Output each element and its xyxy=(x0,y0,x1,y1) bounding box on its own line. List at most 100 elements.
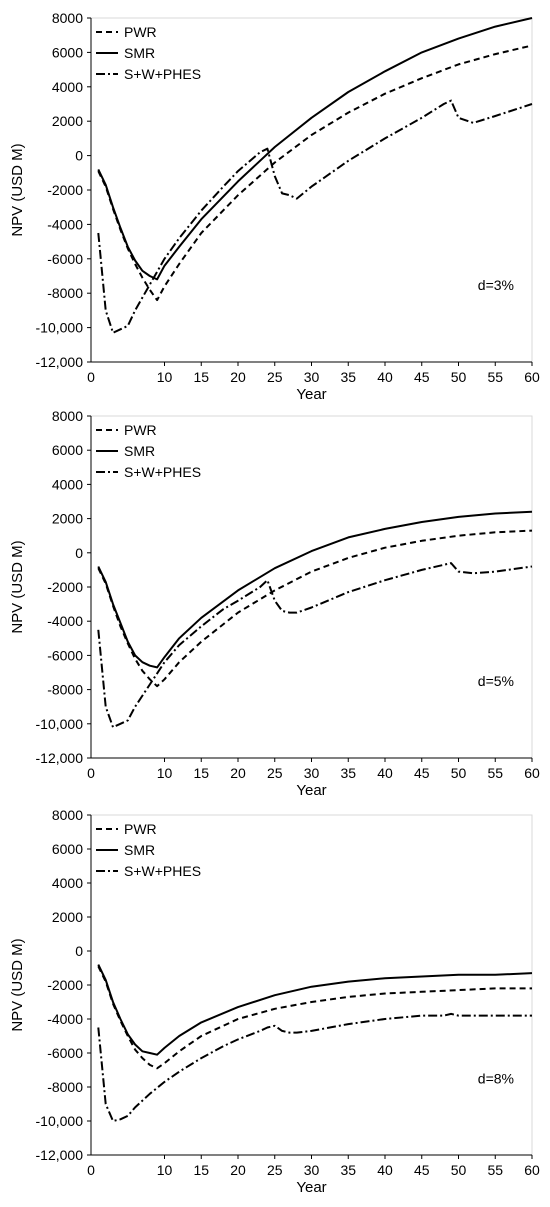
y-tick-label: 8000 xyxy=(52,10,83,26)
y-tick-label: 0 xyxy=(75,943,83,959)
y-tick-label: -6000 xyxy=(47,1045,83,1061)
x-tick-label: 60 xyxy=(524,369,540,385)
x-axis-title: Year xyxy=(296,1179,326,1196)
legend-label: PWR xyxy=(124,422,157,438)
y-tick-label: -12,000 xyxy=(36,750,84,766)
x-tick-label: 15 xyxy=(193,765,209,781)
x-tick-label: 45 xyxy=(414,369,430,385)
chart-panel-1: 8000 6000 4000 2000 0 -2000 -4000 -6000 -8000 -10… xyxy=(9,10,540,403)
y-tick-label: 2000 xyxy=(52,909,83,925)
x-tick-label: 50 xyxy=(451,369,467,385)
y-tick-label: -8000 xyxy=(47,682,83,698)
series-line-s-w-phes xyxy=(97,99,533,334)
x-tick-label: 60 xyxy=(524,1162,540,1178)
chart-panel-3: 8000 6000 4000 2000 0 -2000 -4000 -6000 -8000 -10… xyxy=(9,807,540,1196)
x-tick-label: 20 xyxy=(230,1162,246,1178)
y-tick-label: -4000 xyxy=(47,216,83,232)
x-tick-label: 10 xyxy=(157,369,173,385)
x-tick-label: 50 xyxy=(451,1162,467,1178)
y-tick-label: 8000 xyxy=(52,408,83,424)
y-tick-label: -8000 xyxy=(47,285,83,301)
y-tick-label: 4000 xyxy=(52,79,83,95)
x-tick-label: 50 xyxy=(451,765,467,781)
x-tick-label: 35 xyxy=(340,369,356,385)
x-tick-label: 30 xyxy=(304,1162,320,1178)
legend-label: S+W+PHES xyxy=(124,464,201,480)
y-tick-label: -10,000 xyxy=(36,716,84,732)
series-line-smr xyxy=(97,964,533,1056)
y-tick-label: -6000 xyxy=(47,647,83,663)
series-line-pwr xyxy=(97,44,533,302)
y-axis-title: NPV (USD M) xyxy=(9,938,26,1031)
x-tick-label: 40 xyxy=(377,765,393,781)
y-tick-label: -8000 xyxy=(47,1079,83,1095)
y-tick-label: 2000 xyxy=(52,511,83,527)
y-tick-label: -10,000 xyxy=(36,1113,84,1129)
series-line-s-w-phes xyxy=(97,562,533,729)
x-tick-label: 25 xyxy=(267,765,283,781)
x-axis-title: Year xyxy=(296,386,326,403)
x-tick-label: 25 xyxy=(267,369,283,385)
discount-rate-label: d=3% xyxy=(478,277,514,293)
x-tick-label: 30 xyxy=(304,765,320,781)
x-tick-label-zero: 0 xyxy=(87,369,95,385)
series-line-s-w-phes xyxy=(97,1012,532,1122)
x-tick-label: 20 xyxy=(230,765,246,781)
legend-label: SMR xyxy=(124,443,155,459)
y-tick-label: 4000 xyxy=(52,476,83,492)
series-line-smr xyxy=(97,17,533,281)
y-tick-label: 6000 xyxy=(52,44,83,60)
y-tick-label: 4000 xyxy=(52,875,83,891)
x-axis-title: Year xyxy=(296,782,326,799)
y-tick-label: -12,000 xyxy=(36,1147,84,1163)
x-tick-label: 35 xyxy=(340,1162,356,1178)
y-tick-label: -10,000 xyxy=(36,320,84,336)
y-tick-label: 0 xyxy=(75,148,83,164)
x-tick-label: 30 xyxy=(304,369,320,385)
y-tick-label: 0 xyxy=(75,545,83,561)
x-tick-label: 35 xyxy=(340,765,356,781)
y-tick-label: -2000 xyxy=(47,977,83,993)
y-tick-label: -4000 xyxy=(47,613,83,629)
legend-label: SMR xyxy=(124,842,155,858)
x-tick-label: 40 xyxy=(377,369,393,385)
x-tick-label: 55 xyxy=(487,1162,503,1178)
x-tick-label: 25 xyxy=(267,1162,283,1178)
y-tick-label: 6000 xyxy=(52,442,83,458)
x-tick-label: 15 xyxy=(193,1162,209,1178)
legend-label: S+W+PHES xyxy=(124,66,201,82)
discount-rate-label: d=8% xyxy=(478,1071,514,1087)
y-tick-label: -12,000 xyxy=(36,354,84,370)
y-tick-label: -6000 xyxy=(47,251,83,267)
x-tick-label: 20 xyxy=(230,369,246,385)
x-tick-label: 45 xyxy=(414,765,430,781)
y-tick-label: -2000 xyxy=(47,579,83,595)
y-tick-label: 2000 xyxy=(52,113,83,129)
discount-rate-label: d=5% xyxy=(478,673,514,689)
x-tick-label: 55 xyxy=(487,369,503,385)
x-tick-label-zero: 0 xyxy=(87,765,95,781)
legend-label: S+W+PHES xyxy=(124,863,201,879)
series-line-pwr xyxy=(97,529,533,688)
x-tick-label: 10 xyxy=(157,765,173,781)
legend-label: SMR xyxy=(124,45,155,61)
x-tick-label: 40 xyxy=(377,1162,393,1178)
x-tick-label: 15 xyxy=(193,369,209,385)
y-tick-label: 8000 xyxy=(52,807,83,823)
x-tick-label: 55 xyxy=(487,765,503,781)
x-tick-label: 10 xyxy=(157,1162,173,1178)
y-tick-label: 6000 xyxy=(52,841,83,857)
y-tick-label: -4000 xyxy=(47,1011,83,1027)
legend-label: PWR xyxy=(124,24,157,40)
y-axis-title: NPV (USD M) xyxy=(9,540,26,633)
x-tick-label: 60 xyxy=(524,765,540,781)
series-line-pwr xyxy=(97,965,532,1070)
chart-panel-2: 8000 6000 4000 2000 0 -2000 -4000 -6000 -8000 -10… xyxy=(9,408,540,799)
x-tick-label: 45 xyxy=(414,1162,430,1178)
y-axis-title: NPV (USD M) xyxy=(9,143,26,236)
legend-label: PWR xyxy=(124,821,157,837)
x-tick-label-zero: 0 xyxy=(87,1162,95,1178)
y-tick-label: -2000 xyxy=(47,182,83,198)
series-line-smr xyxy=(97,510,533,669)
